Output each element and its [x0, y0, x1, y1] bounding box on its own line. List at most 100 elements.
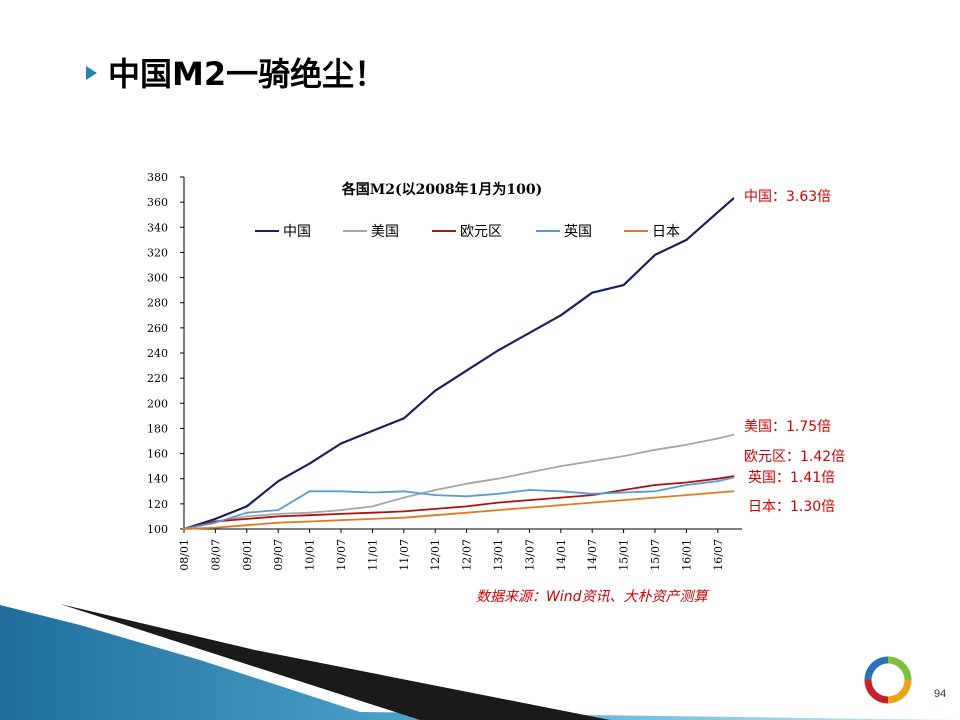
data-point: [183, 528, 185, 530]
data-point: [371, 511, 374, 514]
legend-label: 日本: [652, 224, 680, 240]
data-point: [559, 465, 562, 467]
data-point: [277, 509, 280, 511]
series-callout: 欧元区：1.42倍: [744, 449, 846, 465]
x-tick-label: 11/07: [398, 539, 411, 571]
company-logo-icon: [864, 656, 912, 704]
x-tick-label: 08/07: [209, 539, 222, 571]
data-point: [497, 477, 499, 480]
series-callout: 英国：1.41倍: [748, 470, 836, 486]
legend-label: 美国: [371, 224, 399, 240]
data-point: [371, 430, 374, 432]
y-tick-label: 260: [147, 322, 168, 335]
x-tick-label: 14/07: [586, 539, 599, 571]
series-callout: 中国：3.63倍: [744, 189, 832, 205]
data-point: [465, 505, 468, 508]
plot-lines: [183, 197, 735, 531]
data-point: [402, 516, 405, 519]
y-tick-label: 280: [147, 297, 168, 310]
data-point: [245, 511, 248, 514]
data-point: [685, 239, 688, 241]
data-point: [308, 490, 311, 493]
data-point: [528, 332, 531, 334]
data-point: [371, 491, 374, 494]
data-point: [685, 481, 688, 484]
legend-label: 英国: [564, 223, 592, 240]
data-point: [732, 475, 735, 478]
data-point: [371, 518, 374, 520]
data-point: [732, 433, 735, 436]
chart-legend: 中国 美国 欧元区 英国 日本: [255, 223, 680, 240]
y-tick-label: 360: [147, 196, 168, 209]
data-point: [528, 471, 531, 474]
data-point: [277, 480, 280, 483]
data-point: [685, 494, 688, 496]
data-point: [245, 518, 248, 520]
data-point: [308, 462, 311, 465]
data-point: [685, 484, 688, 486]
x-tick-label: 08/01: [178, 539, 191, 571]
series-line-3: [183, 475, 734, 530]
data-point: [402, 496, 405, 499]
y-tick-label: 180: [147, 422, 168, 435]
data-point: [465, 482, 468, 485]
data-point: [245, 524, 248, 527]
data-point: [654, 496, 656, 499]
data-point: [277, 513, 280, 515]
data-point: [591, 492, 594, 495]
x-tick-label: 10/01: [304, 539, 317, 571]
data-point: [277, 521, 280, 524]
y-tick-label: 140: [147, 473, 168, 486]
data-point: [622, 455, 625, 457]
chart-title: 各国M2(以2008年1月为100): [341, 181, 542, 198]
data-point: [716, 491, 719, 494]
x-tick-label: 12/07: [461, 539, 474, 571]
x-tick-label: 15/01: [618, 539, 631, 571]
series-line-2: [183, 433, 734, 530]
data-point: [340, 490, 342, 493]
data-point: [214, 521, 217, 524]
data-point: [340, 442, 342, 445]
data-point: [434, 389, 437, 392]
y-tick-label: 320: [147, 246, 168, 259]
y-tick-label: 340: [147, 221, 168, 234]
data-point: [591, 291, 594, 294]
data-point: [434, 514, 437, 517]
y-tick-label: 120: [147, 498, 168, 511]
data-point: [371, 505, 374, 508]
data-point: [716, 477, 719, 480]
y-tick-label: 220: [147, 372, 168, 385]
x-tick-label: 13/07: [523, 539, 536, 571]
data-point: [214, 526, 217, 529]
data-point: [465, 495, 468, 498]
data-point: [622, 491, 625, 494]
data-point: [732, 490, 735, 493]
data-point: [654, 490, 656, 493]
page-number: 94: [934, 688, 947, 700]
x-tick-label: 09/01: [241, 539, 254, 571]
data-point: [559, 314, 562, 317]
data-source-note: 数据来源：Wind资讯、大朴资产测算: [476, 589, 708, 605]
data-point: [622, 489, 625, 491]
data-point: [591, 501, 594, 504]
data-point: [497, 492, 499, 495]
series-line-1: [183, 197, 735, 531]
data-point: [497, 349, 499, 352]
data-point: [434, 494, 437, 496]
x-tick-label: 16/01: [680, 539, 693, 571]
data-point: [732, 476, 735, 479]
y-axis: 100 120 140 160 180 200 220 240 260 280 300 320 340 3…: [147, 171, 185, 536]
data-point: [685, 443, 688, 446]
data-point: [622, 284, 625, 286]
data-point: [340, 513, 342, 515]
data-point: [340, 519, 342, 522]
data-point: [308, 514, 311, 517]
data-point: [528, 489, 531, 491]
series-line-5: [183, 490, 734, 530]
slide-title: 中国M2一骑绝尘！: [108, 55, 387, 93]
x-tick-label: 09/07: [272, 539, 285, 571]
data-point: [402, 417, 405, 420]
data-point: [465, 511, 468, 514]
